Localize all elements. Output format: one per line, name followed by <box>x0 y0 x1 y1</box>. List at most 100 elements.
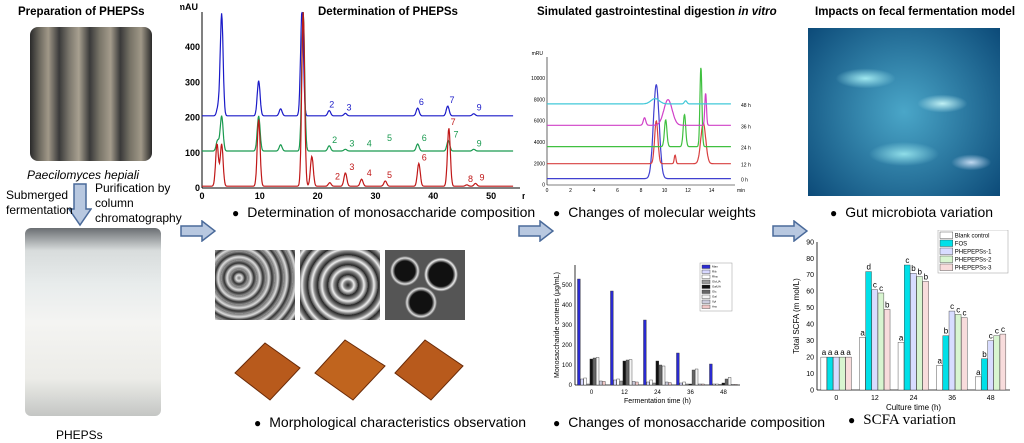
significance-letter: a <box>976 368 981 377</box>
afm-image-1 <box>234 342 301 401</box>
bar-gal <box>628 359 633 386</box>
bar-glcua <box>619 380 623 386</box>
legend-swatch <box>939 231 954 239</box>
peak-label: 9 <box>477 103 482 113</box>
legend-label: Man <box>712 265 718 269</box>
right-arrow-icon <box>180 220 216 242</box>
bar-phepepss-1 <box>910 273 917 391</box>
bar-glcua <box>718 384 722 386</box>
bar-man <box>709 363 713 386</box>
significance-letter: c <box>950 302 954 311</box>
bar-rha <box>583 377 587 386</box>
afm-image-3 <box>394 339 464 401</box>
x-axis-label: Fermentation time (h) <box>624 398 691 405</box>
bar-blank control <box>936 365 943 391</box>
legend-label: GlcUA <box>712 280 721 284</box>
x-tick-label: 12 <box>685 188 691 194</box>
bar-glc <box>658 364 663 386</box>
significance-letter: c <box>989 332 993 341</box>
down-arrow-icon <box>68 183 92 227</box>
bar-gal <box>694 368 699 386</box>
significance-letter: a <box>828 348 833 357</box>
y-tick-label: 100 <box>185 148 200 158</box>
x-tick-label: 10 <box>255 191 265 201</box>
significance-letter: a <box>938 356 943 365</box>
legend-swatch <box>701 274 711 279</box>
y-tick-label: 500 <box>562 283 573 289</box>
legend-label: PHEPEPSs-1 <box>955 250 992 256</box>
species-label: Paecilomyces hepiali <box>27 168 140 182</box>
bar-rha <box>649 379 653 386</box>
bar-phepepss-3 <box>883 309 891 391</box>
bar-glcua <box>586 383 590 386</box>
bar-phepepss-2 <box>993 335 1000 391</box>
bar-fos <box>865 271 872 391</box>
legend-swatch <box>701 304 711 309</box>
bar-rha <box>682 381 686 386</box>
culture-tubes-photo <box>30 27 152 161</box>
bar-rib <box>613 379 617 386</box>
significance-letter: b <box>917 268 922 277</box>
bar-blank control <box>859 337 866 391</box>
x-tick-label: 10 <box>662 188 668 194</box>
y-tick-label: 200 <box>185 113 200 123</box>
bar-glcua <box>685 383 689 386</box>
bar-rha <box>715 383 719 386</box>
bar-phepepss-1 <box>948 310 956 391</box>
bar-xyl <box>632 381 636 386</box>
series-label: 12 h <box>741 163 751 169</box>
sem-image-2 <box>300 250 380 320</box>
legend-label: GalUA <box>712 285 721 289</box>
fermentation-step-label: Submerged fermentation <box>6 188 73 217</box>
preparation-title: Preparation of PHEPSs <box>18 6 145 18</box>
afm-images <box>234 339 464 401</box>
significance-letter: a <box>822 348 827 357</box>
legend-swatch <box>939 247 954 255</box>
x-tick-label: 0 <box>199 191 204 201</box>
x-tick-label: 30 <box>370 191 380 201</box>
x-tick-label: 36 <box>687 390 694 396</box>
peak-label: 5 <box>387 133 392 143</box>
y-axis-label: Total SCFA (m mol/L) <box>792 278 801 354</box>
y-tick-label: 50 <box>806 305 814 312</box>
series-label: 48 h <box>741 103 751 109</box>
significance-letter: c <box>995 327 999 336</box>
peak-label: 3 <box>349 162 354 172</box>
molecular-weight-chromatogram: 0 2 4 6 8 10 12 14 0 2000 4000 6000 8000 10000 mRU min 0… <box>531 51 751 194</box>
bar-gal <box>595 357 600 386</box>
scfa-caption: ● SCFA variation <box>848 412 956 428</box>
y-tick-label: 8000 <box>534 97 545 103</box>
peak-label: 9 <box>477 138 482 148</box>
peak-label: 2 <box>335 172 340 182</box>
series-label: 36 h <box>741 124 751 130</box>
significance-letter: a <box>834 348 839 357</box>
bar-phepepss-3 <box>999 333 1007 391</box>
x-tick-label: 50 <box>486 191 496 201</box>
bar-ara <box>668 382 672 386</box>
bar-galua <box>622 360 626 386</box>
y-axis-label: mRU <box>532 51 544 57</box>
peak-label: 2 <box>329 100 334 110</box>
significance-letter: c <box>962 309 966 318</box>
purification-step-label: Purification by column chromatography <box>95 181 182 225</box>
x-tick-label: 24 <box>910 395 918 402</box>
y-tick-label: 40 <box>806 322 814 329</box>
peak-label: 5 <box>387 170 392 180</box>
x-axis-label: min <box>522 191 525 201</box>
x-tick-label: 2 <box>569 188 572 194</box>
bar-phepepss-1 <box>987 340 994 391</box>
legend-label: PHEPEPSs-2 <box>955 258 992 264</box>
bar-man <box>610 290 614 386</box>
bar-phepepss-2 <box>877 292 885 391</box>
y-tick-label: 10 <box>806 371 814 378</box>
bar-glcua <box>652 382 656 386</box>
legend-label: Rha <box>712 275 718 279</box>
significance-letter: a <box>899 333 904 342</box>
legend-swatch <box>939 239 954 247</box>
significance-letter: b <box>944 327 949 336</box>
bar-ara <box>701 383 705 386</box>
bar-phepepss-3 <box>922 281 929 391</box>
significance-letter: a <box>846 348 851 357</box>
molecular-weight-caption: ● Changes of molecular weights <box>553 204 756 220</box>
fermentation-title: Impacts on fecal fermentation model <box>815 6 1016 18</box>
